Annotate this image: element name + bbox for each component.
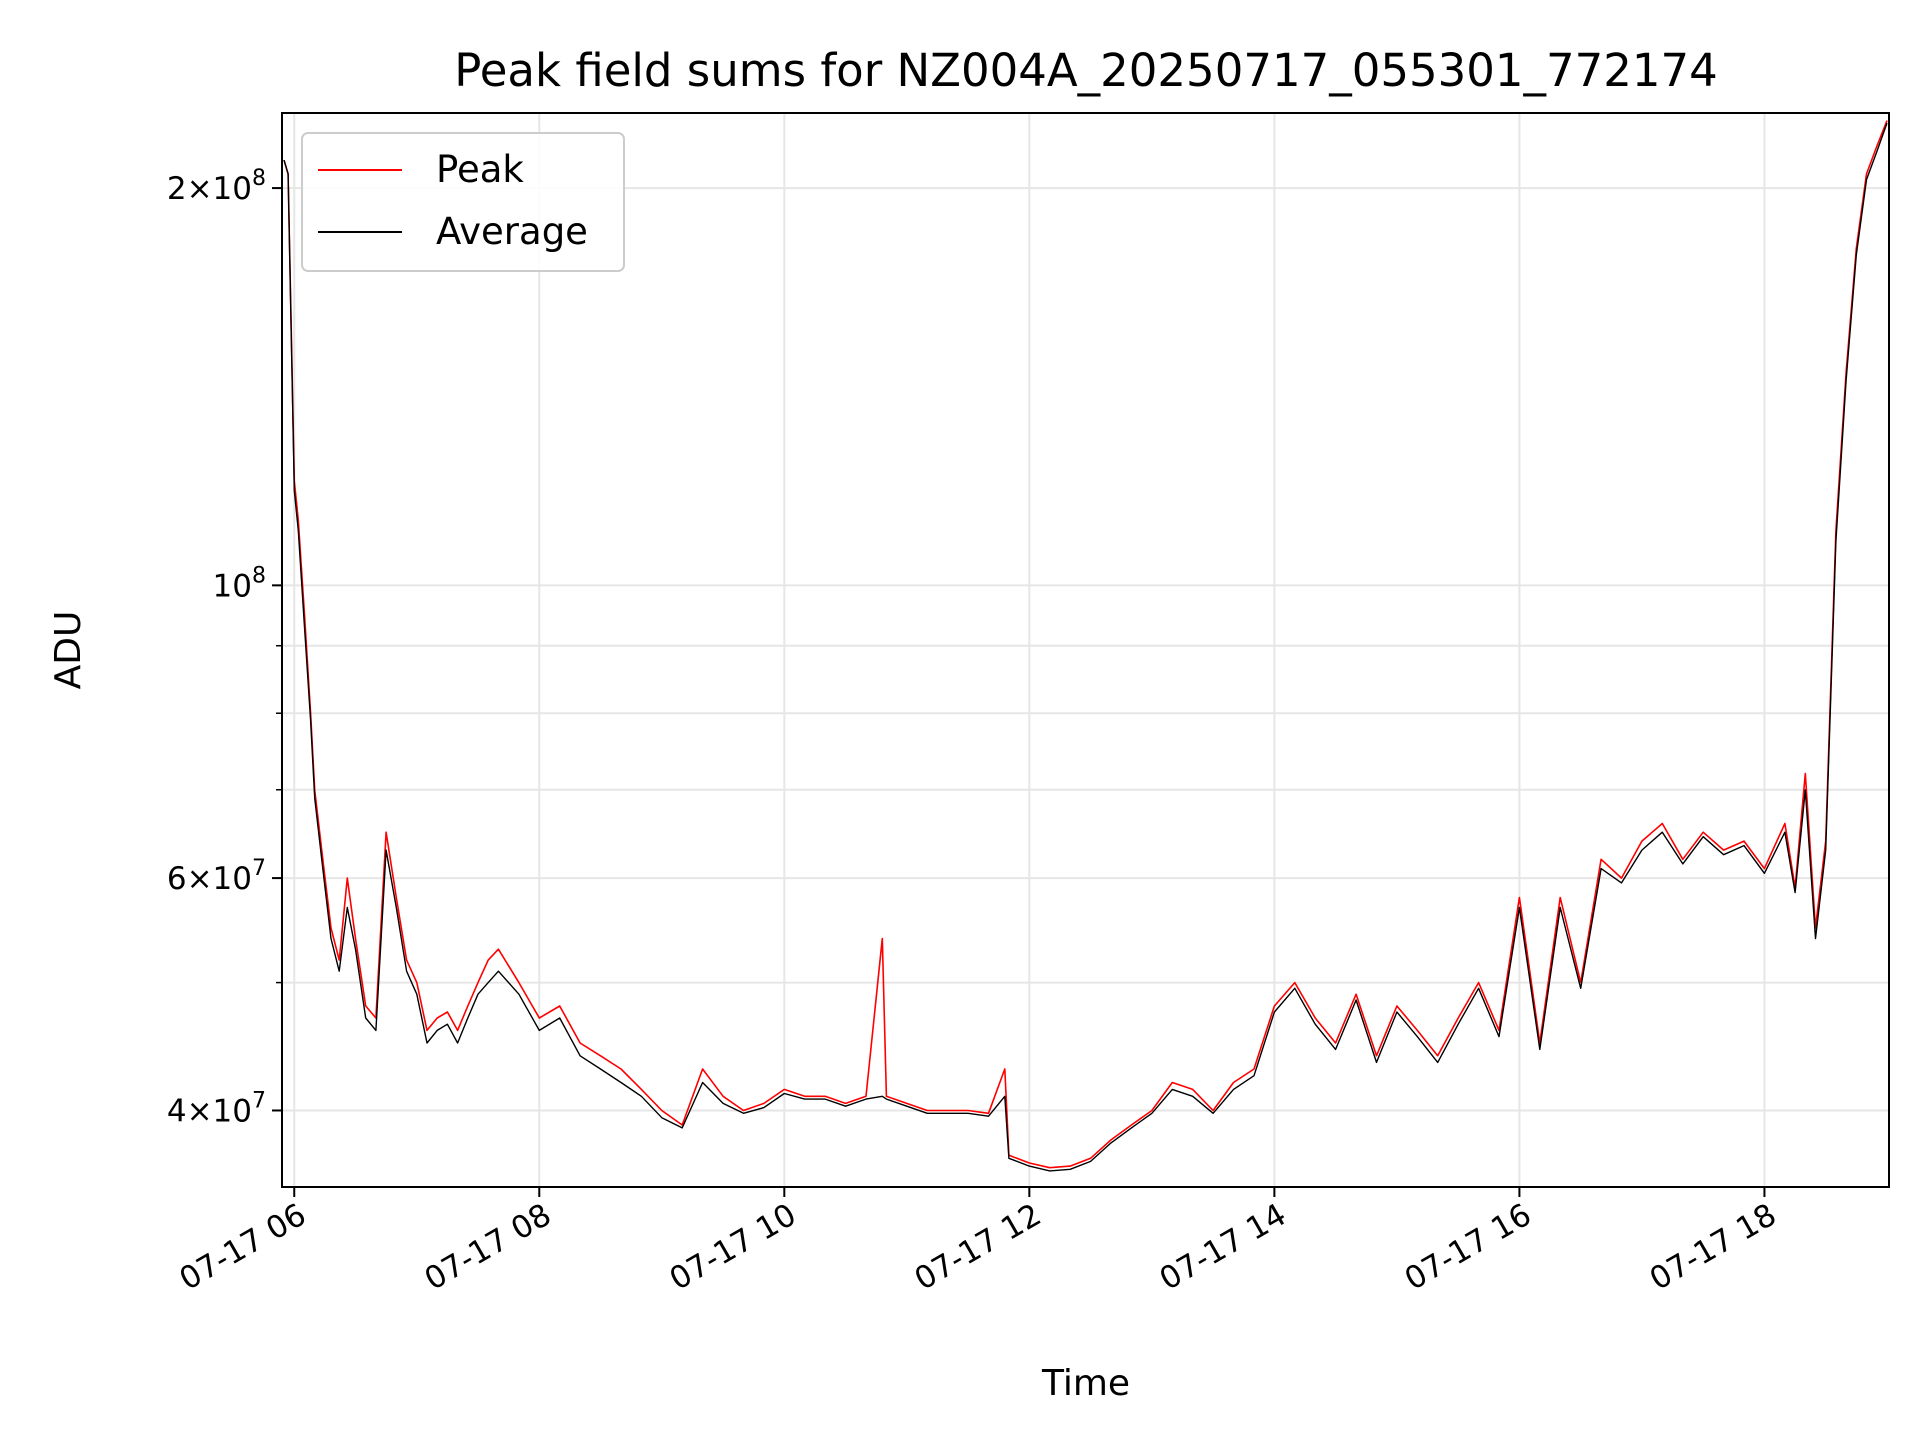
series-line-peak <box>283 120 1888 1169</box>
y-tick-label: 4×107 <box>167 1088 266 1129</box>
legend-label-average: Average <box>436 210 588 253</box>
y-tick-label: 2×108 <box>167 166 266 207</box>
chart-title: Peak field sums for NZ004A_20250717_0553… <box>454 44 1718 97</box>
legend-label-peak: Peak <box>436 148 524 191</box>
series-lines <box>283 120 1888 1172</box>
y-tick-label: 108 <box>213 563 266 604</box>
legend-box <box>301 132 625 272</box>
legend: Peak Average <box>301 132 625 272</box>
plot-frame <box>281 112 1890 1188</box>
y-tick-label: 6×107 <box>167 856 266 897</box>
x-axis-label: Time <box>1041 1363 1130 1404</box>
series-line-average <box>283 122 1888 1172</box>
y-axis-label: ADU <box>48 611 89 690</box>
